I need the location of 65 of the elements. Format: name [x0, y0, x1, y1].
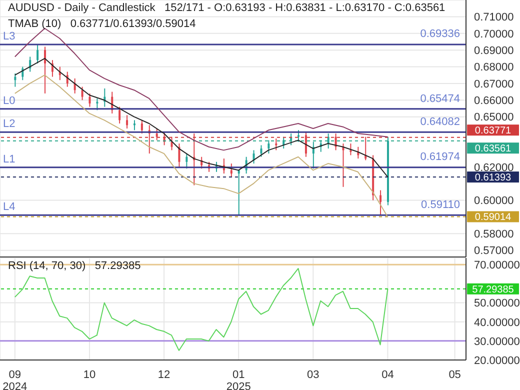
- ref-line-label: 0.61393: [474, 172, 512, 184]
- chart-title: AUDUSD - Daily - Candlestick 152/171 - O:0.63193 - H:0.63831 - L:0.63170 - C:0.63561: [8, 2, 446, 14]
- x-tick-label: 09 2024: [2, 369, 28, 390]
- ref-line-label: 0.63561: [474, 144, 512, 155]
- candlestick: [268, 140, 270, 154]
- annotation: 0.64082: [420, 116, 460, 128]
- y-tick-label: 30.00000: [474, 336, 520, 348]
- candlestick: [380, 190, 382, 216]
- ref-line-label: 0.63771: [474, 126, 512, 137]
- candlestick: [238, 170, 240, 216]
- annotation: 0.61974: [420, 151, 460, 164]
- y-tick-label: 0.60000: [474, 195, 514, 208]
- candlestick: [260, 144, 262, 158]
- y-tick-label: 50.00000: [474, 298, 520, 310]
- text: TMAB (10) 0.63771/0.61393/0.59014: [8, 18, 197, 30]
- ref-line-label: L1: [3, 153, 16, 166]
- x-tick-label: 04: [382, 369, 394, 381]
- y-tick-label: 0.68000: [474, 62, 514, 74]
- candlestick: [350, 143, 352, 156]
- y-tick-label: 0.58000: [474, 228, 514, 241]
- chart-title: RSI (14, 70, 30) 57.29385: [8, 260, 141, 272]
- y-tick-label: 0.57000: [474, 245, 514, 258]
- candlestick: [118, 106, 121, 124]
- candlestick: [298, 130, 300, 142]
- y-tick-label: 0.67000: [474, 78, 514, 90]
- ref-line-label: L4: [3, 201, 16, 214]
- x-tick-label: 05: [448, 369, 461, 381]
- y-tick-label: 0.66000: [474, 95, 514, 108]
- y-tick-label: 70.00000: [474, 260, 520, 272]
- y-tick-label: 0.71000: [474, 12, 514, 24]
- y-tick-label: 0.70000: [474, 28, 514, 40]
- ref-line-label: L0: [3, 94, 16, 107]
- y-tick-label: 20.00000: [474, 354, 520, 367]
- y-tick-label: 0.69000: [474, 44, 514, 57]
- candlestick: [178, 143, 180, 168]
- x-tick-label: 01 2025: [226, 369, 251, 390]
- ref-line-label: L3: [3, 30, 16, 42]
- x-tick-label: 10: [83, 369, 96, 381]
- annotation: 0.69336: [420, 28, 460, 40]
- x-tick-label: 12: [158, 369, 170, 381]
- x-tick-label: 03: [307, 369, 320, 381]
- candlestick: [44, 46, 46, 94]
- candlestick: [170, 136, 173, 151]
- candlestick: [36, 44, 39, 64]
- candlestick: [230, 163, 232, 178]
- ref-line-label: 57.29385: [472, 284, 514, 296]
- line-series: [14, 74, 388, 218]
- candlestick: [133, 120, 136, 131]
- candlestick: [140, 120, 143, 134]
- line-series: [14, 28, 388, 151]
- candlestick: [304, 131, 307, 158]
- candlestick: [81, 86, 84, 101]
- candlestick: [275, 138, 278, 151]
- annotation: 0.59110: [421, 199, 460, 212]
- y-tick-label: 0.62000: [474, 162, 514, 174]
- candlestick: [186, 153, 188, 170]
- ref-line-label: L2: [3, 118, 16, 130]
- y-tick-label: 40.00000: [474, 316, 520, 329]
- candlestick: [88, 92, 91, 108]
- annotation: 0.65474: [420, 92, 460, 105]
- candlestick: [126, 114, 128, 129]
- y-tick-label: 0.65000: [474, 112, 514, 124]
- candlestick: [156, 128, 158, 141]
- candlestick: [96, 98, 98, 111]
- ref-line-label: 0.59014: [474, 212, 512, 224]
